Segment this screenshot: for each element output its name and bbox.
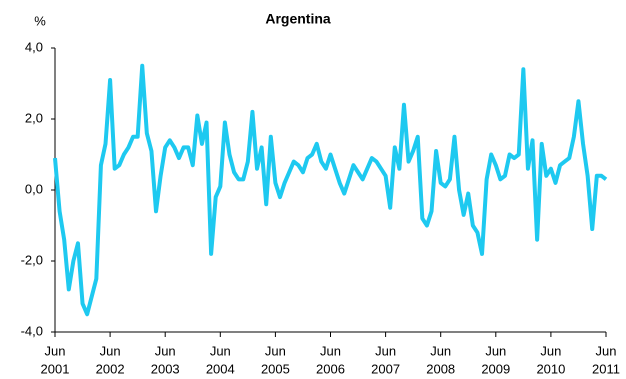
x-tick-label: Jun bbox=[320, 343, 341, 358]
x-tick-label: 2008 bbox=[426, 361, 455, 376]
x-tick-label: Jun bbox=[430, 343, 451, 358]
data-line bbox=[53, 63, 608, 317]
x-tick-label: Jun bbox=[485, 343, 506, 358]
y-tick-label: 0,0 bbox=[25, 181, 43, 196]
chart-title: Argentina bbox=[265, 11, 331, 27]
x-tick-label: Jun bbox=[210, 343, 231, 358]
x-tick-label: Jun bbox=[540, 343, 561, 358]
x-tick-label: 2005 bbox=[261, 361, 290, 376]
y-tick-label: 2,0 bbox=[25, 110, 43, 125]
y-axis-label: % bbox=[34, 13, 46, 28]
x-tick-label: 2003 bbox=[151, 361, 180, 376]
y-tick-label: -4,0 bbox=[21, 323, 43, 338]
x-tick-label: 2006 bbox=[316, 361, 345, 376]
x-tick-label: Jun bbox=[375, 343, 396, 358]
x-tick-label: Jun bbox=[155, 343, 176, 358]
x-tick-label: 2007 bbox=[371, 361, 400, 376]
x-tick-label: 2009 bbox=[481, 361, 510, 376]
x-tick-label: Jun bbox=[100, 343, 121, 358]
y-tick-label: 4,0 bbox=[25, 39, 43, 54]
y-tick-label: -2,0 bbox=[21, 252, 43, 267]
x-tick-label: Jun bbox=[265, 343, 286, 358]
x-tick-label: Jun bbox=[596, 343, 617, 358]
x-tick-label: 2010 bbox=[536, 361, 565, 376]
x-tick-label: 2004 bbox=[206, 361, 235, 376]
x-tick-label: 2011 bbox=[592, 361, 620, 376]
x-tick-label: 2001 bbox=[41, 361, 70, 376]
x-tick-label: Jun bbox=[45, 343, 66, 358]
x-tick-label: 2002 bbox=[96, 361, 125, 376]
